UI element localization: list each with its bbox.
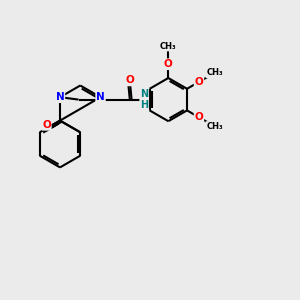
Text: O: O	[126, 75, 134, 85]
Text: N: N	[96, 92, 105, 102]
Text: O: O	[195, 112, 203, 122]
Text: N: N	[56, 92, 64, 102]
Text: O: O	[42, 120, 51, 130]
Text: O: O	[164, 59, 173, 69]
Text: O: O	[195, 77, 203, 87]
Text: CH₃: CH₃	[206, 122, 223, 131]
Text: CH₃: CH₃	[160, 42, 177, 51]
Text: N
H: N H	[140, 89, 148, 110]
Text: CH₃: CH₃	[206, 68, 223, 77]
